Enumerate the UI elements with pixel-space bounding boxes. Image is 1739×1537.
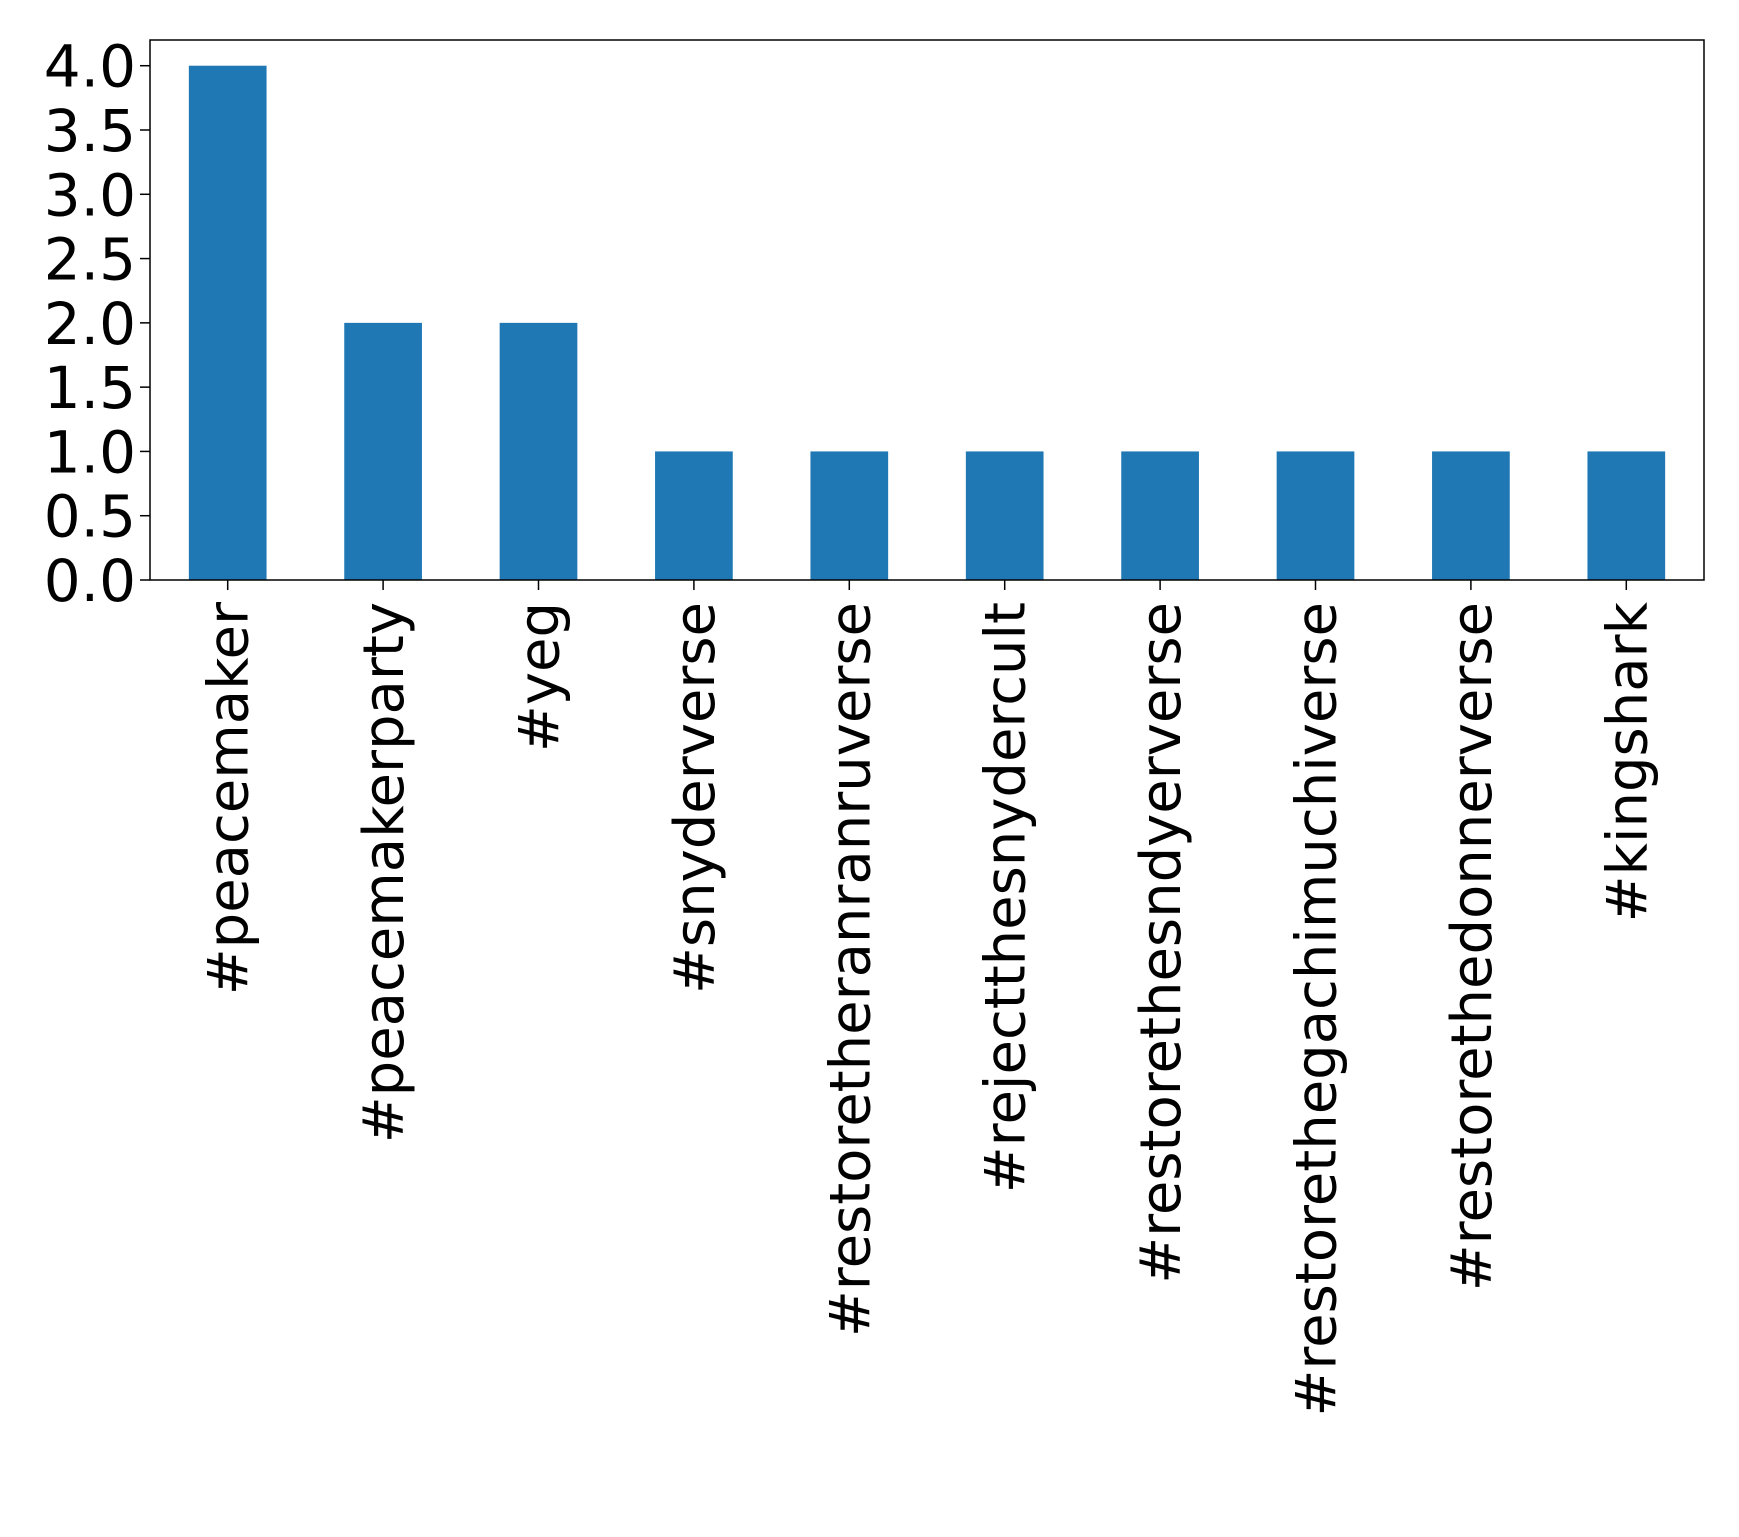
y-tick-label: 0.5 [44,483,136,551]
y-tick-label: 3.5 [44,97,136,165]
x-tick-label: #restoretheranranruverse [818,602,883,1337]
bar [810,451,889,580]
x-tick-label: #restorethedonnerverse [1440,602,1505,1291]
bar [1276,451,1355,580]
y-tick-label: 1.5 [44,354,136,422]
x-tick-label: #peacemaker [197,601,262,995]
y-tick-label: 0.0 [44,547,136,615]
y-tick-label: 2.0 [44,290,136,358]
bar [1587,451,1666,580]
y-tick-label: 4.0 [44,33,136,101]
x-tick-label: #rejectthesnydercult [974,602,1039,1193]
bar [1432,451,1510,580]
bar [655,451,733,580]
x-tick-label: #kingshark [1595,601,1660,922]
bar [344,322,422,580]
x-tick-label: #restorethesndyerverse [1129,602,1194,1284]
y-tick-label: 3.0 [44,161,136,229]
bar [499,322,578,580]
x-tick-label: #peacemakerparty [352,602,417,1143]
x-tick-label: #restorethegachimuchiverse [1285,602,1350,1417]
y-axis: 0.00.51.01.52.02.53.03.54.0 [44,33,150,615]
bars-group [188,65,1666,580]
x-axis: #peacemaker #peacemakerparty #yeg #snyderve… [197,580,1660,1417]
plot-frame [149,39,1705,581]
y-tick-label: 1.0 [44,418,136,486]
x-tick-label: #snyderverse [663,602,728,994]
x-tick-label: #yeg [508,602,573,752]
bar [1121,451,1199,580]
y-tick-label: 2.5 [44,226,136,294]
bar [188,65,267,580]
bar [965,451,1044,580]
